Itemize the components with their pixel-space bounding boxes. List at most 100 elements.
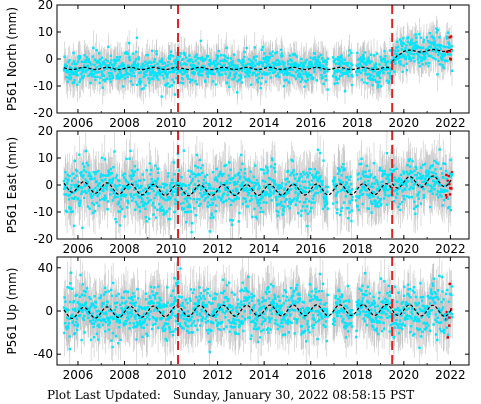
- data-point: [91, 188, 95, 191]
- data-point: [241, 186, 244, 189]
- data-point: [108, 173, 112, 176]
- data-point: [374, 63, 377, 67]
- data-point: [102, 74, 106, 77]
- data-point: [220, 182, 223, 186]
- data-point: [277, 210, 280, 214]
- data-point: [324, 78, 328, 82]
- data-point: [223, 58, 227, 61]
- data-point: [189, 210, 193, 213]
- data-point: [166, 72, 169, 76]
- data-point: [269, 177, 272, 181]
- data-point: [106, 174, 110, 177]
- data-point: [202, 193, 205, 197]
- data-point: [269, 52, 272, 56]
- data-point: [185, 221, 188, 224]
- data-point: [127, 187, 130, 191]
- data-point: [382, 69, 385, 72]
- data-point: [188, 59, 192, 62]
- data-point: [159, 209, 162, 212]
- data-point: [151, 49, 154, 53]
- data-point: [380, 60, 383, 63]
- data-point: [201, 195, 204, 198]
- data-point: [431, 41, 434, 45]
- data-point: [205, 191, 208, 194]
- data-point: [272, 65, 276, 69]
- data-point: [143, 64, 146, 67]
- data-point: [173, 59, 176, 63]
- data-point: [410, 38, 413, 41]
- data-point: [96, 193, 100, 197]
- data-point: [251, 215, 254, 218]
- data-point: [137, 58, 140, 61]
- data-point: [299, 64, 302, 67]
- data-point: [372, 75, 375, 78]
- data-point: [269, 76, 273, 79]
- data-point: [435, 44, 439, 47]
- data-point: [110, 181, 114, 184]
- data-point: [68, 74, 71, 77]
- data-point: [240, 81, 244, 84]
- data-point: [411, 41, 415, 45]
- data-point: [158, 70, 161, 73]
- data-point: [225, 188, 228, 191]
- data-point: [218, 196, 221, 199]
- data-point: [227, 68, 230, 72]
- data-point: [81, 162, 85, 165]
- trend-line: [63, 66, 393, 71]
- data-point: [348, 49, 351, 52]
- data-point: [232, 69, 235, 72]
- data-point: [257, 63, 261, 66]
- data-point: [206, 205, 209, 208]
- data-point: [179, 182, 182, 185]
- data-point: [136, 203, 139, 206]
- data-point: [253, 181, 256, 185]
- data-point: [177, 183, 180, 186]
- data-point: [118, 224, 122, 227]
- data-point: [174, 66, 177, 69]
- data-point: [223, 63, 226, 66]
- data-point: [215, 63, 218, 67]
- data-point: [213, 197, 217, 201]
- data-point: [108, 181, 111, 184]
- data-point: [446, 50, 449, 53]
- data-point: [236, 80, 239, 83]
- data-point: [130, 74, 133, 77]
- data-point: [263, 193, 266, 197]
- data-point: [216, 69, 220, 72]
- data-point: [347, 54, 351, 57]
- data-point: [103, 61, 106, 65]
- data-point: [178, 55, 182, 58]
- data-point: [199, 57, 202, 60]
- data-point: [127, 42, 131, 45]
- data-point: [304, 71, 308, 74]
- data-point: [367, 72, 371, 76]
- data-point: [209, 70, 212, 74]
- data-point: [301, 78, 304, 81]
- data-point: [104, 197, 107, 200]
- data-point: [89, 81, 92, 85]
- data-point: [125, 157, 128, 161]
- data-point: [148, 162, 151, 165]
- data-point: [84, 58, 87, 62]
- data-point: [337, 56, 340, 59]
- data-point: [266, 73, 269, 76]
- data-point: [417, 53, 420, 56]
- data-point: [82, 75, 85, 78]
- data-point: [248, 199, 252, 203]
- data-point: [287, 189, 290, 192]
- data-point: [206, 195, 210, 199]
- data-point: [91, 74, 94, 78]
- data-point: [324, 59, 327, 62]
- data-point: [134, 208, 137, 211]
- data-point: [166, 76, 169, 79]
- data-point: [256, 200, 260, 203]
- data-point: [245, 63, 248, 66]
- data-point: [73, 66, 77, 70]
- data-point: [261, 196, 264, 199]
- data-point: [158, 202, 161, 206]
- data-point: [188, 54, 191, 57]
- data-point: [341, 74, 344, 77]
- data-point: [74, 68, 77, 71]
- data-point: [218, 73, 221, 77]
- data-point: [163, 68, 166, 72]
